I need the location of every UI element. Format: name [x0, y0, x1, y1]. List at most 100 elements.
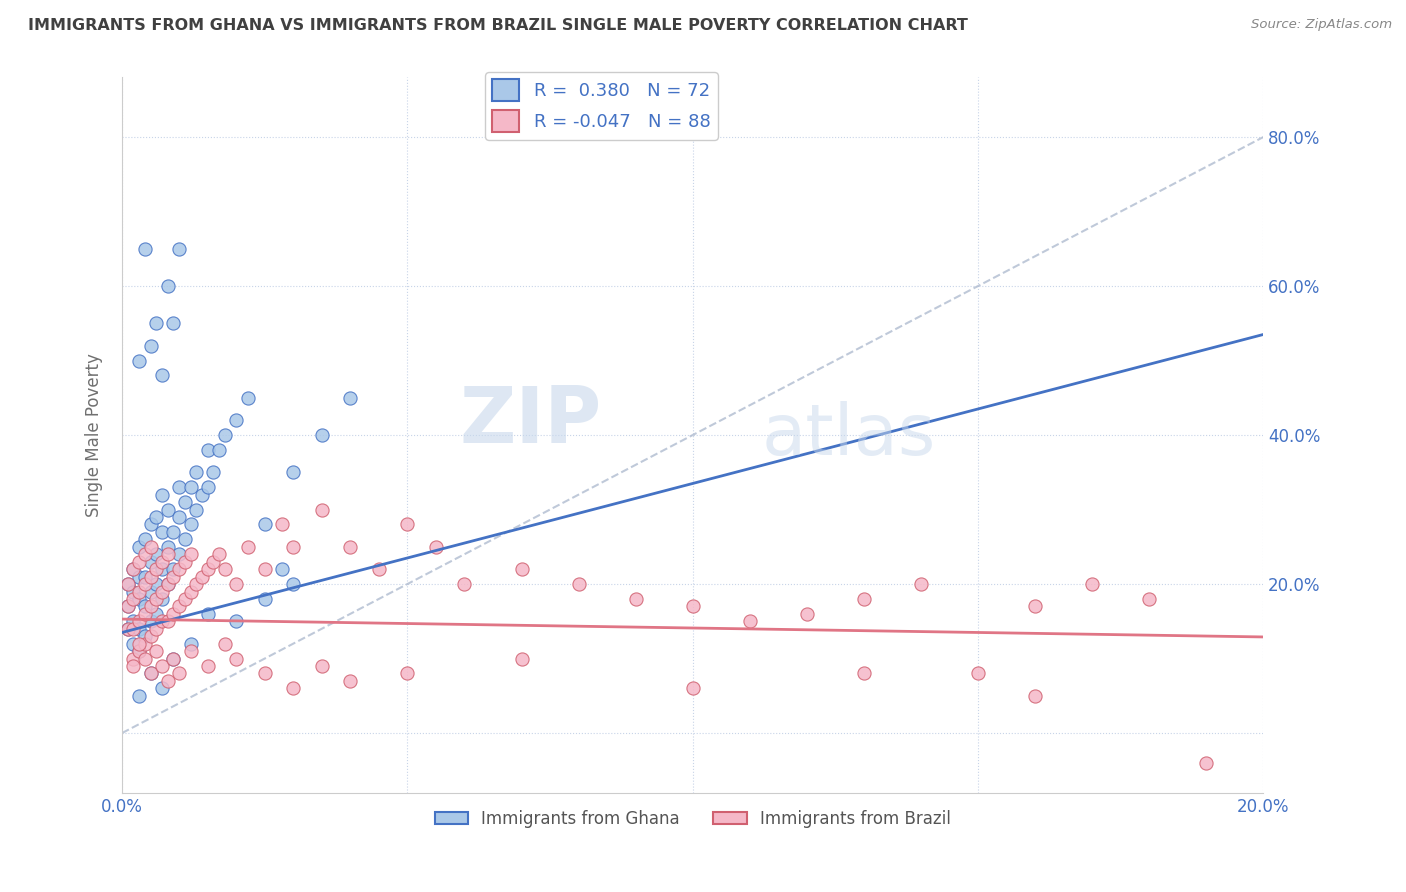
- Point: [202, 555, 225, 569]
- Point: [253, 666, 276, 681]
- Point: [186, 465, 208, 479]
- Point: [208, 442, 231, 457]
- Point: [139, 615, 162, 629]
- Point: [162, 524, 184, 539]
- Point: [624, 591, 647, 606]
- Point: [156, 673, 179, 688]
- Point: [150, 584, 173, 599]
- Point: [150, 681, 173, 696]
- Point: [134, 599, 156, 614]
- Point: [197, 442, 219, 457]
- Point: [122, 562, 145, 576]
- Text: atlas: atlas: [761, 401, 935, 469]
- Point: [128, 569, 150, 583]
- Point: [139, 666, 162, 681]
- Legend: Immigrants from Ghana, Immigrants from Brazil: Immigrants from Ghana, Immigrants from B…: [427, 803, 957, 834]
- Point: [117, 577, 139, 591]
- Point: [214, 562, 236, 576]
- Point: [145, 607, 167, 621]
- Text: IMMIGRANTS FROM GHANA VS IMMIGRANTS FROM BRAZIL SINGLE MALE POVERTY CORRELATION : IMMIGRANTS FROM GHANA VS IMMIGRANTS FROM…: [28, 18, 967, 33]
- Point: [311, 659, 333, 673]
- Point: [191, 488, 214, 502]
- Point: [145, 591, 167, 606]
- Point: [128, 353, 150, 368]
- Point: [214, 637, 236, 651]
- Point: [191, 569, 214, 583]
- Point: [162, 569, 184, 583]
- Point: [738, 615, 761, 629]
- Point: [139, 599, 162, 614]
- Point: [150, 659, 173, 673]
- Point: [197, 562, 219, 576]
- Point: [128, 622, 150, 636]
- Point: [128, 584, 150, 599]
- Point: [145, 316, 167, 330]
- Point: [167, 562, 190, 576]
- Point: [796, 607, 818, 621]
- Point: [367, 562, 389, 576]
- Point: [134, 629, 156, 643]
- Point: [567, 577, 589, 591]
- Point: [134, 569, 156, 583]
- Point: [156, 577, 179, 591]
- Point: [117, 599, 139, 614]
- Point: [167, 547, 190, 561]
- Point: [134, 637, 156, 651]
- Point: [122, 659, 145, 673]
- Point: [283, 465, 305, 479]
- Point: [150, 615, 173, 629]
- Point: [145, 644, 167, 658]
- Point: [173, 591, 195, 606]
- Point: [167, 242, 190, 256]
- Point: [156, 540, 179, 554]
- Point: [139, 517, 162, 532]
- Point: [852, 591, 875, 606]
- Point: [139, 584, 162, 599]
- Point: [1137, 591, 1160, 606]
- Point: [186, 577, 208, 591]
- Point: [910, 577, 932, 591]
- Point: [150, 488, 173, 502]
- Point: [173, 495, 195, 509]
- Point: [145, 562, 167, 576]
- Point: [270, 517, 292, 532]
- Point: [122, 591, 145, 606]
- Point: [128, 555, 150, 569]
- Point: [122, 562, 145, 576]
- Point: [173, 555, 195, 569]
- Y-axis label: Single Male Poverty: Single Male Poverty: [86, 353, 103, 517]
- Point: [128, 591, 150, 606]
- Point: [156, 502, 179, 516]
- Point: [852, 666, 875, 681]
- Point: [225, 577, 247, 591]
- Point: [283, 540, 305, 554]
- Point: [156, 279, 179, 293]
- Point: [134, 577, 156, 591]
- Point: [225, 413, 247, 427]
- Point: [162, 651, 184, 665]
- Point: [425, 540, 447, 554]
- Point: [139, 555, 162, 569]
- Point: [197, 480, 219, 494]
- Point: [150, 591, 173, 606]
- Point: [134, 607, 156, 621]
- Point: [117, 622, 139, 636]
- Point: [134, 651, 156, 665]
- Point: [128, 689, 150, 703]
- Point: [339, 673, 361, 688]
- Point: [156, 547, 179, 561]
- Point: [453, 577, 475, 591]
- Point: [122, 637, 145, 651]
- Point: [150, 562, 173, 576]
- Point: [396, 517, 419, 532]
- Point: [145, 510, 167, 524]
- Point: [236, 391, 259, 405]
- Point: [197, 659, 219, 673]
- Point: [122, 615, 145, 629]
- Point: [134, 533, 156, 547]
- Point: [180, 637, 202, 651]
- Point: [1024, 689, 1046, 703]
- Point: [339, 391, 361, 405]
- Point: [128, 615, 150, 629]
- Point: [967, 666, 990, 681]
